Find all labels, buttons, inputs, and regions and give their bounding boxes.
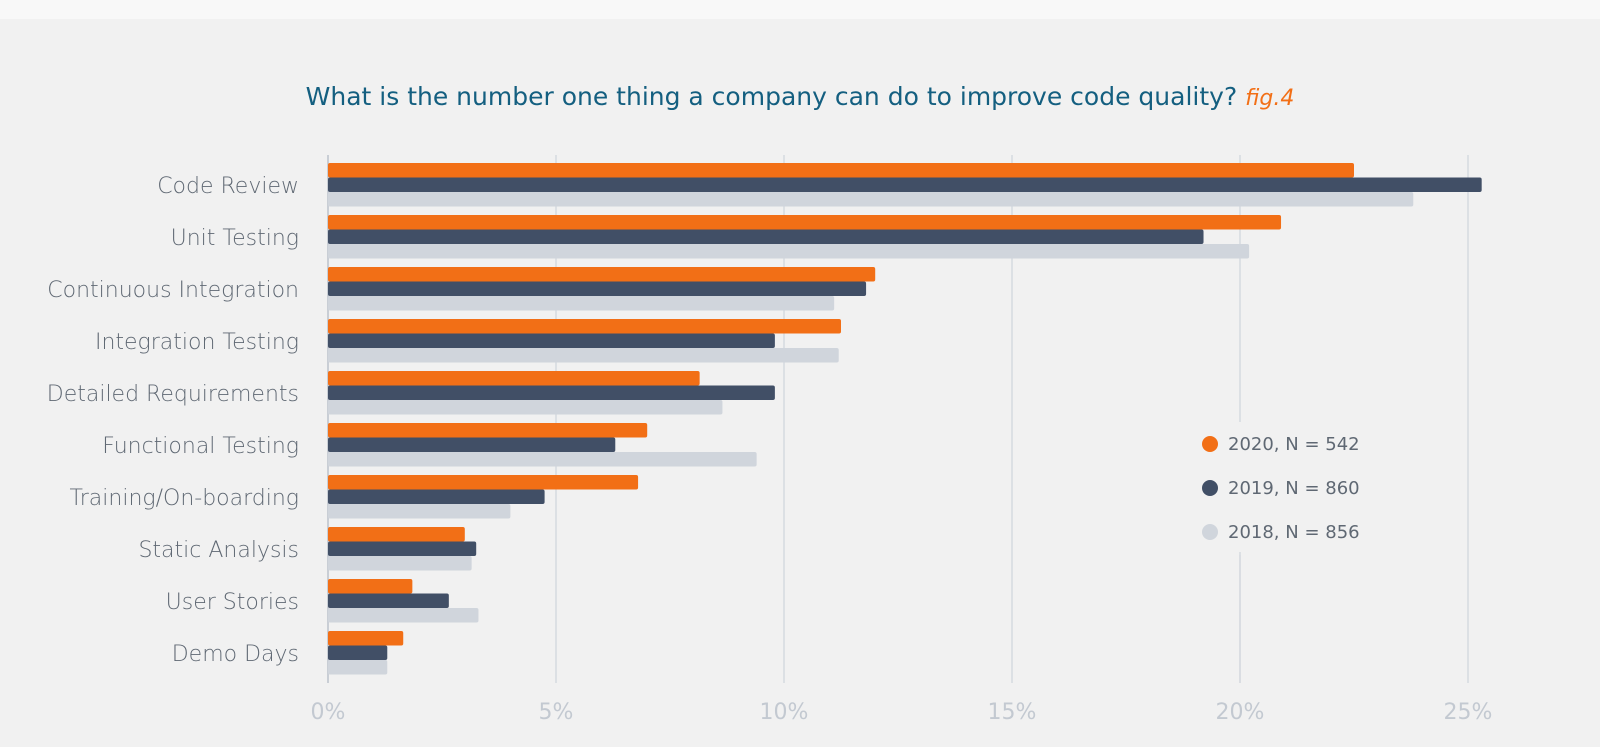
bar-2018 [328, 348, 839, 363]
category-label: Integration Testing [95, 330, 299, 355]
x-tick-label: 15% [988, 700, 1037, 725]
bar-2019 [328, 645, 388, 660]
legend-marker [1202, 436, 1218, 452]
bar-2020 [328, 215, 1282, 230]
top-strip [0, 0, 1600, 19]
x-tick-label: 5% [539, 700, 574, 725]
bar-2018 [328, 452, 757, 467]
category-label: Detailed Requirements [47, 382, 299, 407]
bar-2019 [328, 229, 1204, 244]
x-tick-label: 10% [760, 700, 809, 725]
bar-2019 [328, 385, 775, 400]
category-label: Functional Testing [102, 434, 299, 459]
legend-label: 2018, N = 856 [1228, 522, 1360, 543]
x-tick-label: 25% [1444, 700, 1493, 725]
bar-2020 [328, 423, 648, 438]
bar-2018 [328, 556, 472, 571]
x-tick-label: 0% [311, 700, 346, 725]
bar-2020 [328, 163, 1354, 178]
bar-2019 [328, 177, 1482, 192]
bar-2018 [328, 660, 388, 675]
chart-title: What is the number one thing a company c… [0, 82, 1600, 111]
category-label: Code Review [157, 174, 299, 199]
legend-marker [1202, 524, 1218, 540]
category-label: Static Analysis [138, 538, 299, 563]
bar-2018 [328, 192, 1414, 207]
bar-2020 [328, 475, 639, 490]
bar-2018 [328, 504, 511, 519]
bar-2020 [328, 527, 465, 542]
category-label: Demo Days [172, 642, 299, 667]
bar-2018 [328, 400, 723, 415]
bar-2019 [328, 593, 449, 608]
bar-2019 [328, 281, 867, 296]
bar-2020 [328, 579, 413, 594]
figure-label: fig.4 [1245, 86, 1295, 111]
legend-label: 2020, N = 542 [1228, 434, 1360, 455]
x-tick-label: 20% [1216, 700, 1265, 725]
bar-2020 [328, 267, 876, 282]
bar-2019 [328, 541, 477, 556]
bar-2019 [328, 437, 616, 452]
category-label: Unit Testing [171, 226, 299, 251]
category-label: Training/On-boarding [70, 486, 299, 511]
category-label: Continuous Integration [47, 278, 299, 303]
bar-2020 [328, 319, 841, 334]
chart-title-text: What is the number one thing a company c… [305, 82, 1238, 111]
legend-label: 2019, N = 860 [1228, 478, 1360, 499]
bar-2018 [328, 244, 1250, 259]
bar-2020 [328, 631, 404, 646]
legend-marker [1202, 480, 1218, 496]
bar-2020 [328, 371, 700, 386]
bar-2018 [328, 296, 835, 311]
bar-2019 [328, 489, 545, 504]
legend-background [1195, 422, 1395, 552]
category-label: User Stories [166, 590, 299, 615]
bar-2018 [328, 608, 479, 623]
bar-2019 [328, 333, 775, 348]
